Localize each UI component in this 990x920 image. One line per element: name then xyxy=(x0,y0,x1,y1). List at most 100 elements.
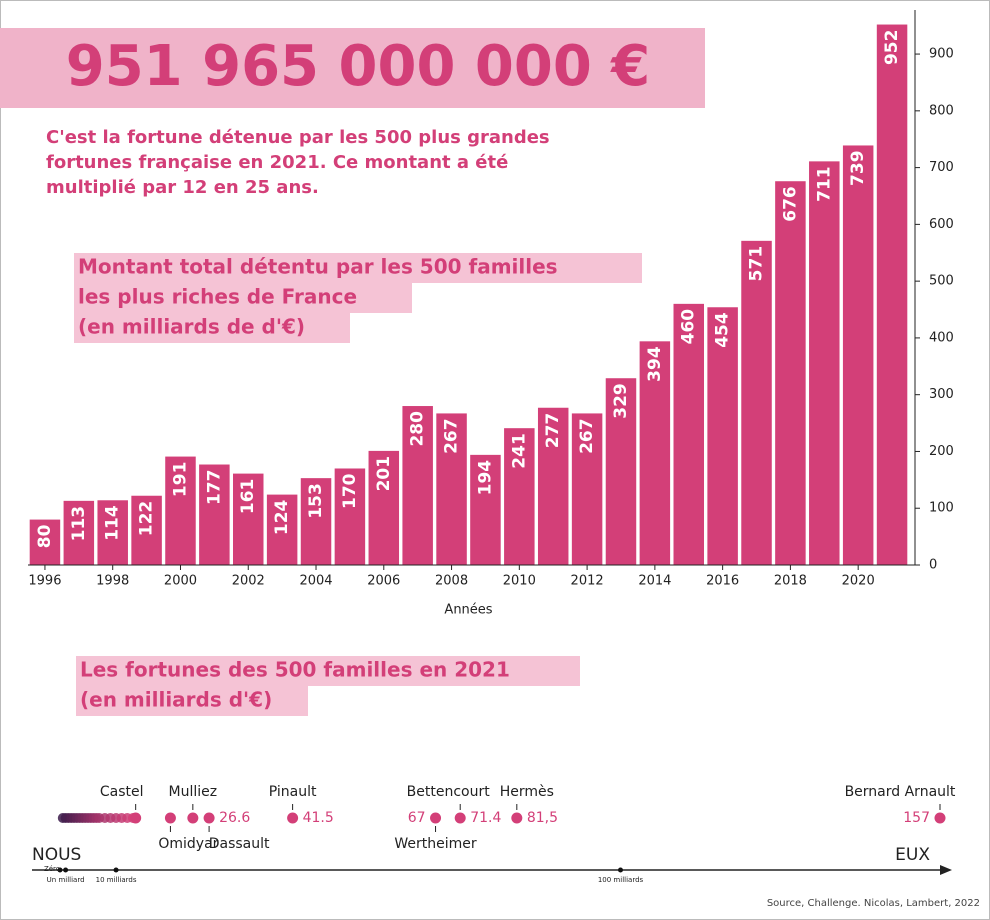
data-label: 394 xyxy=(645,346,665,382)
bar xyxy=(266,494,298,565)
point-name: Wertheimer xyxy=(394,836,477,852)
point-value: 81,5 xyxy=(527,810,558,826)
data-label: 124 xyxy=(272,499,292,535)
axis-tick xyxy=(63,867,69,873)
x-tick-label: 2002 xyxy=(232,574,265,589)
bar xyxy=(29,519,61,565)
bar xyxy=(165,456,196,565)
data-label: 177 xyxy=(204,470,224,506)
point-name: Bernard Arnault xyxy=(845,784,956,800)
point xyxy=(454,812,466,824)
data-label: 161 xyxy=(238,479,258,515)
axis-start: NOUS xyxy=(32,845,81,865)
x-tick-label: 2004 xyxy=(299,574,332,589)
bar xyxy=(199,464,230,565)
data-label: 454 xyxy=(713,312,733,348)
bar xyxy=(639,341,671,565)
bar xyxy=(504,428,535,565)
point-value: 71.4 xyxy=(470,810,501,826)
point-name: Dassault xyxy=(209,836,270,852)
bar xyxy=(809,161,840,565)
point xyxy=(430,812,442,824)
title-box xyxy=(74,313,350,343)
data-label: 191 xyxy=(170,462,190,498)
data-label: 277 xyxy=(543,413,563,449)
point xyxy=(511,812,523,824)
bar xyxy=(537,407,569,565)
headline-box xyxy=(0,28,705,108)
x-tick-label: 2008 xyxy=(435,574,468,589)
y-tick-label: 500 xyxy=(929,274,954,289)
point-value: 26.6 xyxy=(219,810,250,826)
data-label: 280 xyxy=(408,411,428,447)
y-tick-label: 800 xyxy=(929,103,954,118)
bar xyxy=(402,406,433,565)
x-tick-label: 2010 xyxy=(503,574,536,589)
data-label: 194 xyxy=(475,460,495,496)
bar xyxy=(842,145,874,565)
point-name: Pinault xyxy=(269,784,317,800)
point-value: 41.5 xyxy=(303,810,334,826)
bar xyxy=(131,495,162,565)
point xyxy=(130,812,142,824)
point xyxy=(287,812,299,824)
source: Source, Challenge. Nicolas, Lambert, 202… xyxy=(767,898,980,909)
y-tick-label: 900 xyxy=(929,47,954,62)
intro-line: fortunes française en 2021. Ce montant a… xyxy=(46,152,508,173)
data-label: 170 xyxy=(340,473,360,509)
bar xyxy=(470,454,501,565)
x-tick-label: 2014 xyxy=(638,574,671,589)
data-label: 676 xyxy=(780,186,800,222)
x-tick-label: 1996 xyxy=(28,574,61,589)
axis-tick-label: 10 milliards xyxy=(96,876,137,884)
data-label: 329 xyxy=(611,383,631,419)
point-value: 67 xyxy=(408,810,426,826)
axis-tick xyxy=(113,867,119,873)
x-tick-label: 2018 xyxy=(774,574,807,589)
bar xyxy=(63,500,95,565)
bar xyxy=(775,181,806,565)
headline: 951 965 000 000 € xyxy=(66,34,651,99)
bar xyxy=(368,450,400,565)
y-tick-label: 200 xyxy=(929,444,954,459)
point xyxy=(187,812,199,824)
data-label: 267 xyxy=(577,418,597,454)
chart-title: les plus riches de France xyxy=(78,285,357,309)
point-name: Mulliez xyxy=(169,784,218,800)
data-label: 711 xyxy=(814,166,834,202)
x-tick-label: 2016 xyxy=(706,574,739,589)
y-tick-label: 100 xyxy=(929,501,954,516)
data-label: 153 xyxy=(306,483,326,519)
axis-tick xyxy=(57,867,63,873)
axis-tick-label: Zéro xyxy=(44,865,60,873)
bar xyxy=(707,307,738,565)
point-name: Omidyar xyxy=(158,836,218,852)
x-tick-label: 2020 xyxy=(842,574,875,589)
intro-line: multiplié par 12 en 25 ans. xyxy=(46,177,319,198)
data-label: 952 xyxy=(882,30,902,66)
x-tick-label: 1998 xyxy=(96,574,129,589)
point xyxy=(164,812,176,824)
chart-title: Montant total détentu par les 500 famill… xyxy=(78,255,558,279)
title-box xyxy=(76,686,308,716)
bar xyxy=(233,473,264,565)
data-label: 80 xyxy=(35,524,55,548)
x-tick-label: 2000 xyxy=(164,574,197,589)
bar xyxy=(97,500,128,565)
y-tick-label: 700 xyxy=(929,160,954,175)
data-label: 201 xyxy=(374,456,394,492)
chart-title: (en milliards d'€) xyxy=(80,688,272,712)
bar xyxy=(300,478,332,565)
y-tick-label: 400 xyxy=(929,330,954,345)
title-box xyxy=(74,283,412,313)
axis-tick-label: Un milliard xyxy=(47,876,85,884)
data-label: 267 xyxy=(442,418,462,454)
data-label: 122 xyxy=(137,501,157,537)
data-label: 739 xyxy=(848,150,868,186)
point-name: Castel xyxy=(100,784,144,800)
bar xyxy=(876,24,908,565)
title-box xyxy=(74,253,642,283)
point-name: Bettencourt xyxy=(407,784,491,800)
bar xyxy=(334,468,366,565)
